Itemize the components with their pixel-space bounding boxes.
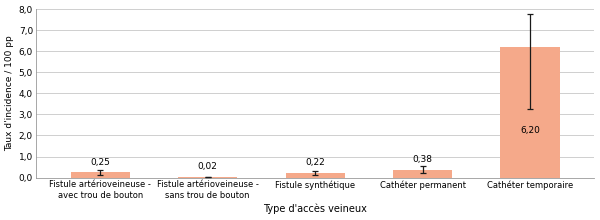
Bar <box>286 173 344 178</box>
Bar <box>500 47 560 178</box>
Bar <box>393 170 452 178</box>
Bar <box>71 172 130 178</box>
Text: 0,02: 0,02 <box>198 162 218 171</box>
Text: 6,20: 6,20 <box>520 126 540 136</box>
Bar <box>178 177 237 178</box>
Text: 0,25: 0,25 <box>90 158 110 167</box>
X-axis label: Type d'accès veineux: Type d'accès veineux <box>263 204 367 214</box>
Text: 0,38: 0,38 <box>413 155 433 164</box>
Text: 0,22: 0,22 <box>305 158 325 167</box>
Y-axis label: Taux d'incidence / 100 pp: Taux d'incidence / 100 pp <box>5 35 14 151</box>
